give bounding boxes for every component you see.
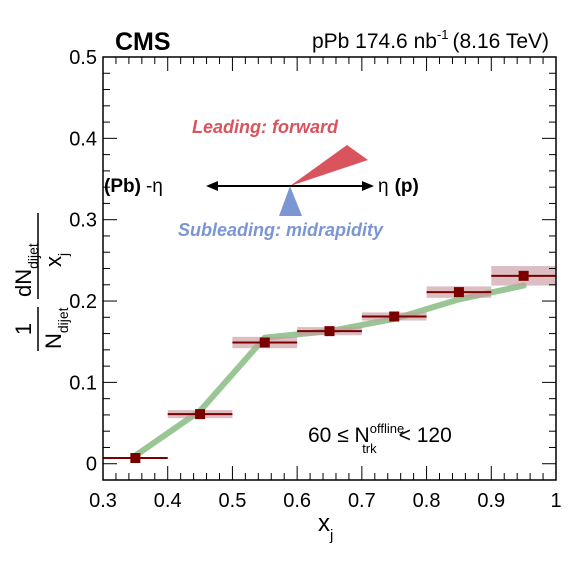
y-axis-title: 1 Ndijet dNdijet xj: [11, 213, 71, 351]
subleading-jet-cone: [279, 186, 302, 216]
data-point: [518, 270, 529, 281]
data-point: [389, 311, 400, 322]
left-eta-label: (Pb) -η: [104, 176, 163, 197]
svg-text:1: 1: [11, 323, 36, 335]
dataset-label: pPb 174.6 nb-1 (8.16 TeV): [312, 27, 549, 53]
x-tick-label: 0.8: [413, 490, 441, 512]
data-point: [324, 326, 335, 337]
points-layer: [103, 270, 556, 464]
right-eta-label: η (p): [378, 176, 419, 197]
x-tick-label: 0.7: [348, 490, 376, 512]
y-ticks-layer: 0 0.1 0.2 0.3 0.4 0.5: [69, 47, 556, 481]
y-tick-label: 0.4: [69, 128, 97, 150]
leading-jet-cone: [290, 145, 368, 186]
y-tick-label: 0.5: [69, 47, 97, 69]
dataset-suffix: (8.16 TeV): [453, 30, 550, 53]
eta-arrow-right: [362, 181, 374, 191]
x-tick-label: 1: [550, 490, 561, 512]
data-point: [195, 409, 206, 420]
data-point: [130, 453, 141, 464]
y-tick-label: 0.3: [69, 210, 97, 232]
multiplicity-selection: 60 ≤ Noffline trk< 120: [308, 421, 452, 456]
x-tick-label: 0.4: [154, 490, 182, 512]
x-tick-label: 0.3: [89, 490, 117, 512]
svg-text:xj: xj: [41, 253, 71, 267]
dataset-exponent: -1: [437, 27, 449, 42]
x-tick-label: 0.6: [283, 490, 311, 512]
x-tick-label: 0.9: [477, 490, 505, 512]
leading-label: Leading: forward: [192, 117, 339, 137]
data-point: [259, 337, 270, 348]
y-tick-label: 0: [86, 454, 97, 476]
y-tick-label: 0.2: [69, 291, 97, 313]
cms-label: CMS: [115, 28, 171, 56]
svg-text:dNdijet: dNdijet: [11, 243, 41, 297]
x-ticks-layer: 0.3 0.4 0.5 0.6 0.7 0.8 0.9 1: [89, 57, 562, 512]
x-axis-title: xj: [318, 510, 333, 544]
x-tick-label: 0.5: [219, 490, 247, 512]
data-point: [453, 287, 464, 298]
svg-text:Ndijet: Ndijet: [41, 307, 71, 349]
y-tick-label: 0.1: [69, 372, 97, 394]
subleading-label: Subleading: midrapidity: [178, 220, 384, 240]
eta-arrow-left: [206, 181, 218, 191]
dataset-prefix: pPb 174.6 nb: [312, 30, 437, 53]
